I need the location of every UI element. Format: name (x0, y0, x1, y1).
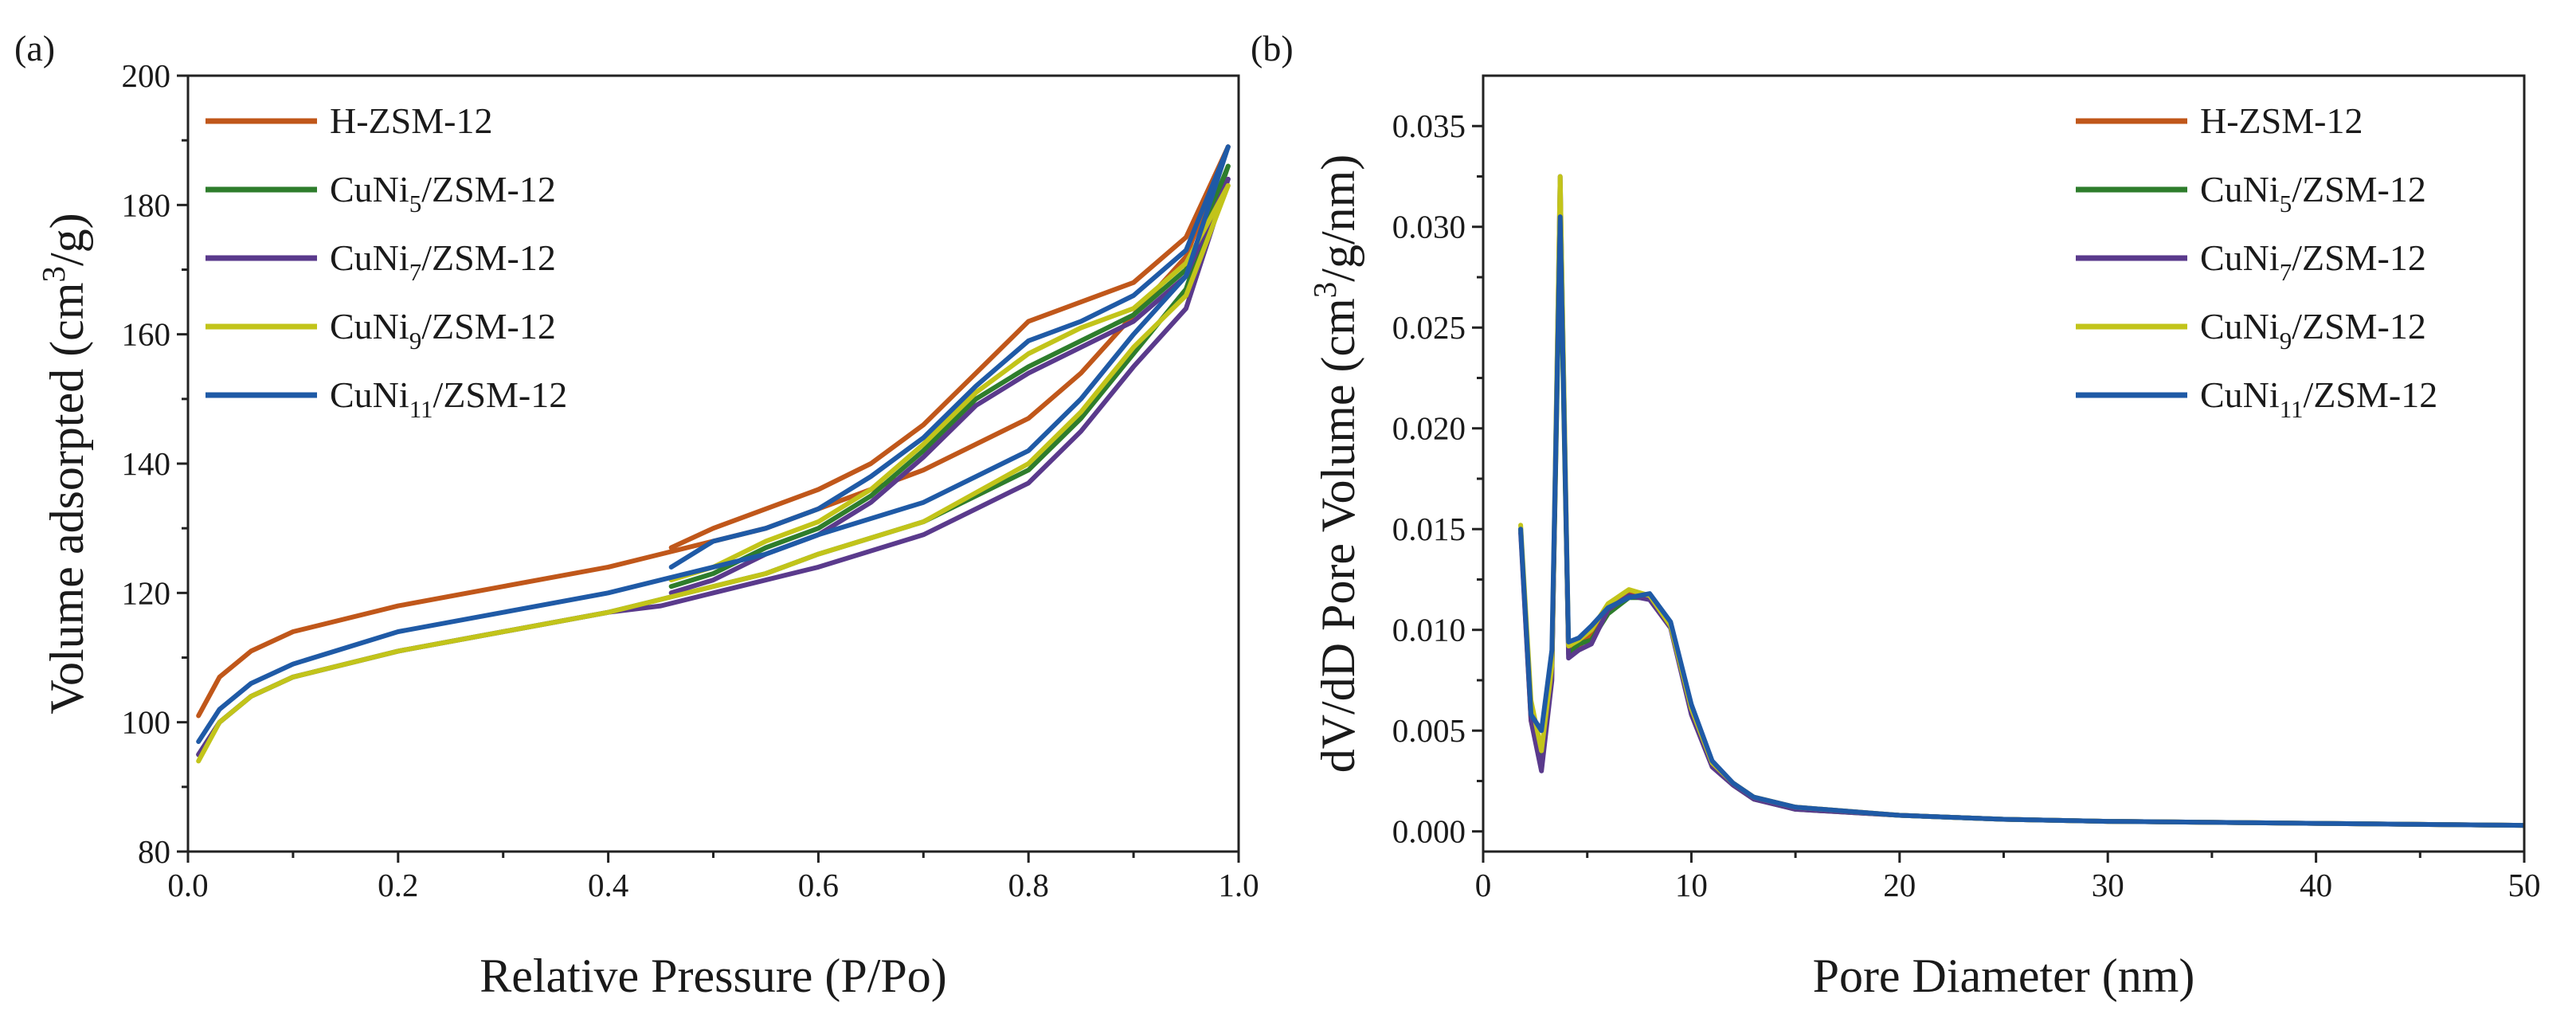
legend-label-h-zsm-12: H-ZSM-12 (2200, 100, 2363, 141)
legend-label-cuni7-zsm-12: CuNi7/ZSM-12 (330, 237, 556, 286)
label-text-part: /ZSM-12 (2304, 374, 2438, 415)
label-subscript: 9 (409, 327, 422, 354)
panel-b: (b) 0 10 20 30 40 50 0.000 0.005 0.010 0.015 0.020 0… (1251, 28, 2541, 1002)
label-text-part: H-ZSM-12 (2200, 100, 2363, 141)
label-text-part: /ZSM-12 (2292, 169, 2426, 210)
x-tick-label: 0.8 (1008, 867, 1049, 903)
label-subscript: 11 (2280, 395, 2304, 423)
series-line-cuni9-zsm-12-adsorption (196, 183, 1231, 764)
label-text-part: CuNi (330, 237, 409, 278)
label-subscript: 5 (2280, 190, 2292, 217)
label-text-part: /ZSM-12 (2292, 237, 2426, 278)
legend-label-cuni11-zsm-12: CuNi11/ZSM-12 (330, 374, 567, 423)
series-line-cuni11-zsm-12-adsorption (196, 144, 1231, 744)
label-text-part: /ZSM-12 (421, 306, 556, 347)
legend: H-ZSM-12CuNi5/ZSM-12CuNi7/ZSM-12CuNi9/ZS… (206, 100, 567, 423)
x-tick-label: 50 (2508, 867, 2541, 903)
y-tick-label: 0.000 (1392, 813, 1466, 850)
series-line-h-zsm-12-desorption (668, 144, 1231, 550)
legend-label-cuni11-zsm-12: CuNi11/ZSM-12 (2200, 374, 2437, 423)
x-tick-label: 0.4 (588, 867, 628, 903)
label-text-part: /g) (41, 213, 93, 266)
y-tick-label: 160 (122, 316, 171, 353)
x-tick-label: 1.0 (1218, 867, 1259, 903)
series-line-cuni11-zsm-12 (1518, 214, 2524, 828)
x-tick-label: 0.6 (798, 867, 839, 903)
label-text-part: CuNi (2200, 306, 2280, 347)
y-tick-label: 140 (122, 445, 171, 482)
label-subscript: 5 (409, 190, 422, 217)
y-tick-label: 100 (122, 704, 171, 741)
label-text-part: Volume adsorpted (cm (41, 283, 93, 715)
series-layer (1518, 174, 2524, 828)
y-tick-label: 0.010 (1392, 612, 1466, 648)
series-layer (196, 144, 1231, 764)
y-axis-title: dV/dD Pore Volume (cm3/g/nm) (1306, 155, 1364, 773)
series-line-cuni5-zsm-12-desorption (668, 163, 1231, 589)
y-tick-label: 0.035 (1392, 108, 1466, 144)
label-subscript: 11 (409, 395, 433, 423)
label-text-part: /ZSM-12 (433, 374, 568, 415)
label-text-part: CuNi (330, 306, 409, 347)
y-tick-label: 0.015 (1392, 511, 1466, 547)
legend-label-cuni9-zsm-12: CuNi9/ZSM-12 (330, 306, 556, 354)
label-subscript: 7 (2280, 258, 2292, 286)
label-subscript: 7 (409, 258, 422, 286)
label-text-part: dV/dD Pore Volume (cm (1312, 298, 1364, 773)
x-tick-label: 20 (1883, 867, 1916, 903)
x-tick-label: 10 (1675, 867, 1708, 903)
x-axis-title: Pore Diameter (nm) (1813, 950, 2195, 1002)
series-line-cuni9-zsm-12-desorption (668, 183, 1231, 583)
y-tick-label: 0.025 (1392, 309, 1466, 346)
label-text-part: CuNi (2200, 237, 2280, 278)
y-tick-label: 120 (122, 574, 171, 611)
legend-label-cuni5-zsm-12: CuNi5/ZSM-12 (330, 169, 556, 217)
y-tick-label: 180 (122, 186, 171, 223)
legend-label-cuni5-zsm-12: CuNi5/ZSM-12 (2200, 169, 2426, 217)
y-tick-label: 80 (138, 833, 170, 870)
x-tick-label: 30 (2092, 867, 2124, 903)
legend-label-cuni7-zsm-12: CuNi7/ZSM-12 (2200, 237, 2426, 286)
x-tick-label: 0.2 (378, 867, 418, 903)
y-tick-label: 0.030 (1392, 209, 1466, 245)
y-axis-title: Volume adsorpted (cm3/g) (35, 213, 93, 714)
legend: H-ZSM-12CuNi5/ZSM-12CuNi7/ZSM-12CuNi9/ZS… (2076, 100, 2437, 423)
label-subscript: 9 (2280, 327, 2292, 354)
label-text-part: /ZSM-12 (421, 169, 556, 210)
panel-a: (a) 0.0 0.2 0.4 0.6 0.8 1.0 80 100 120 140 160 180 20… (14, 28, 1259, 1002)
x-tick-label: 0 (1475, 867, 1492, 903)
label-text-part: CuNi (330, 169, 409, 210)
x-tick-label: 0.0 (167, 867, 208, 903)
x-axis-title: Relative Pressure (P/Po) (480, 950, 947, 1002)
legend-label-cuni9-zsm-12: CuNi9/ZSM-12 (2200, 306, 2426, 354)
label-text-part: /ZSM-12 (2292, 306, 2426, 347)
label-text-part: /ZSM-12 (421, 237, 556, 278)
label-text-part: H-ZSM-12 (330, 100, 492, 141)
panel-label: (a) (14, 28, 55, 69)
y-tick-label: 0.020 (1392, 410, 1466, 447)
legend-label-h-zsm-12: H-ZSM-12 (330, 100, 492, 141)
series-line-h-zsm-12-adsorption (196, 144, 1231, 719)
label-text-part: /g/nm) (1312, 155, 1364, 282)
series-line-cuni11-zsm-12-desorption (668, 144, 1231, 570)
plot-frame (1482, 74, 2526, 853)
label-text-part: CuNi (2200, 374, 2280, 415)
y-tick-label: 0.005 (1392, 712, 1466, 749)
panel-label: (b) (1251, 28, 1294, 69)
x-tick-label: 40 (2300, 867, 2332, 903)
plot-frame (186, 74, 1240, 853)
label-superscript: 3 (1306, 282, 1343, 299)
y-tick-label: 200 (122, 57, 171, 94)
label-text-part: CuNi (330, 374, 409, 415)
label-superscript: 3 (35, 266, 72, 283)
label-text-part: CuNi (2200, 169, 2280, 210)
